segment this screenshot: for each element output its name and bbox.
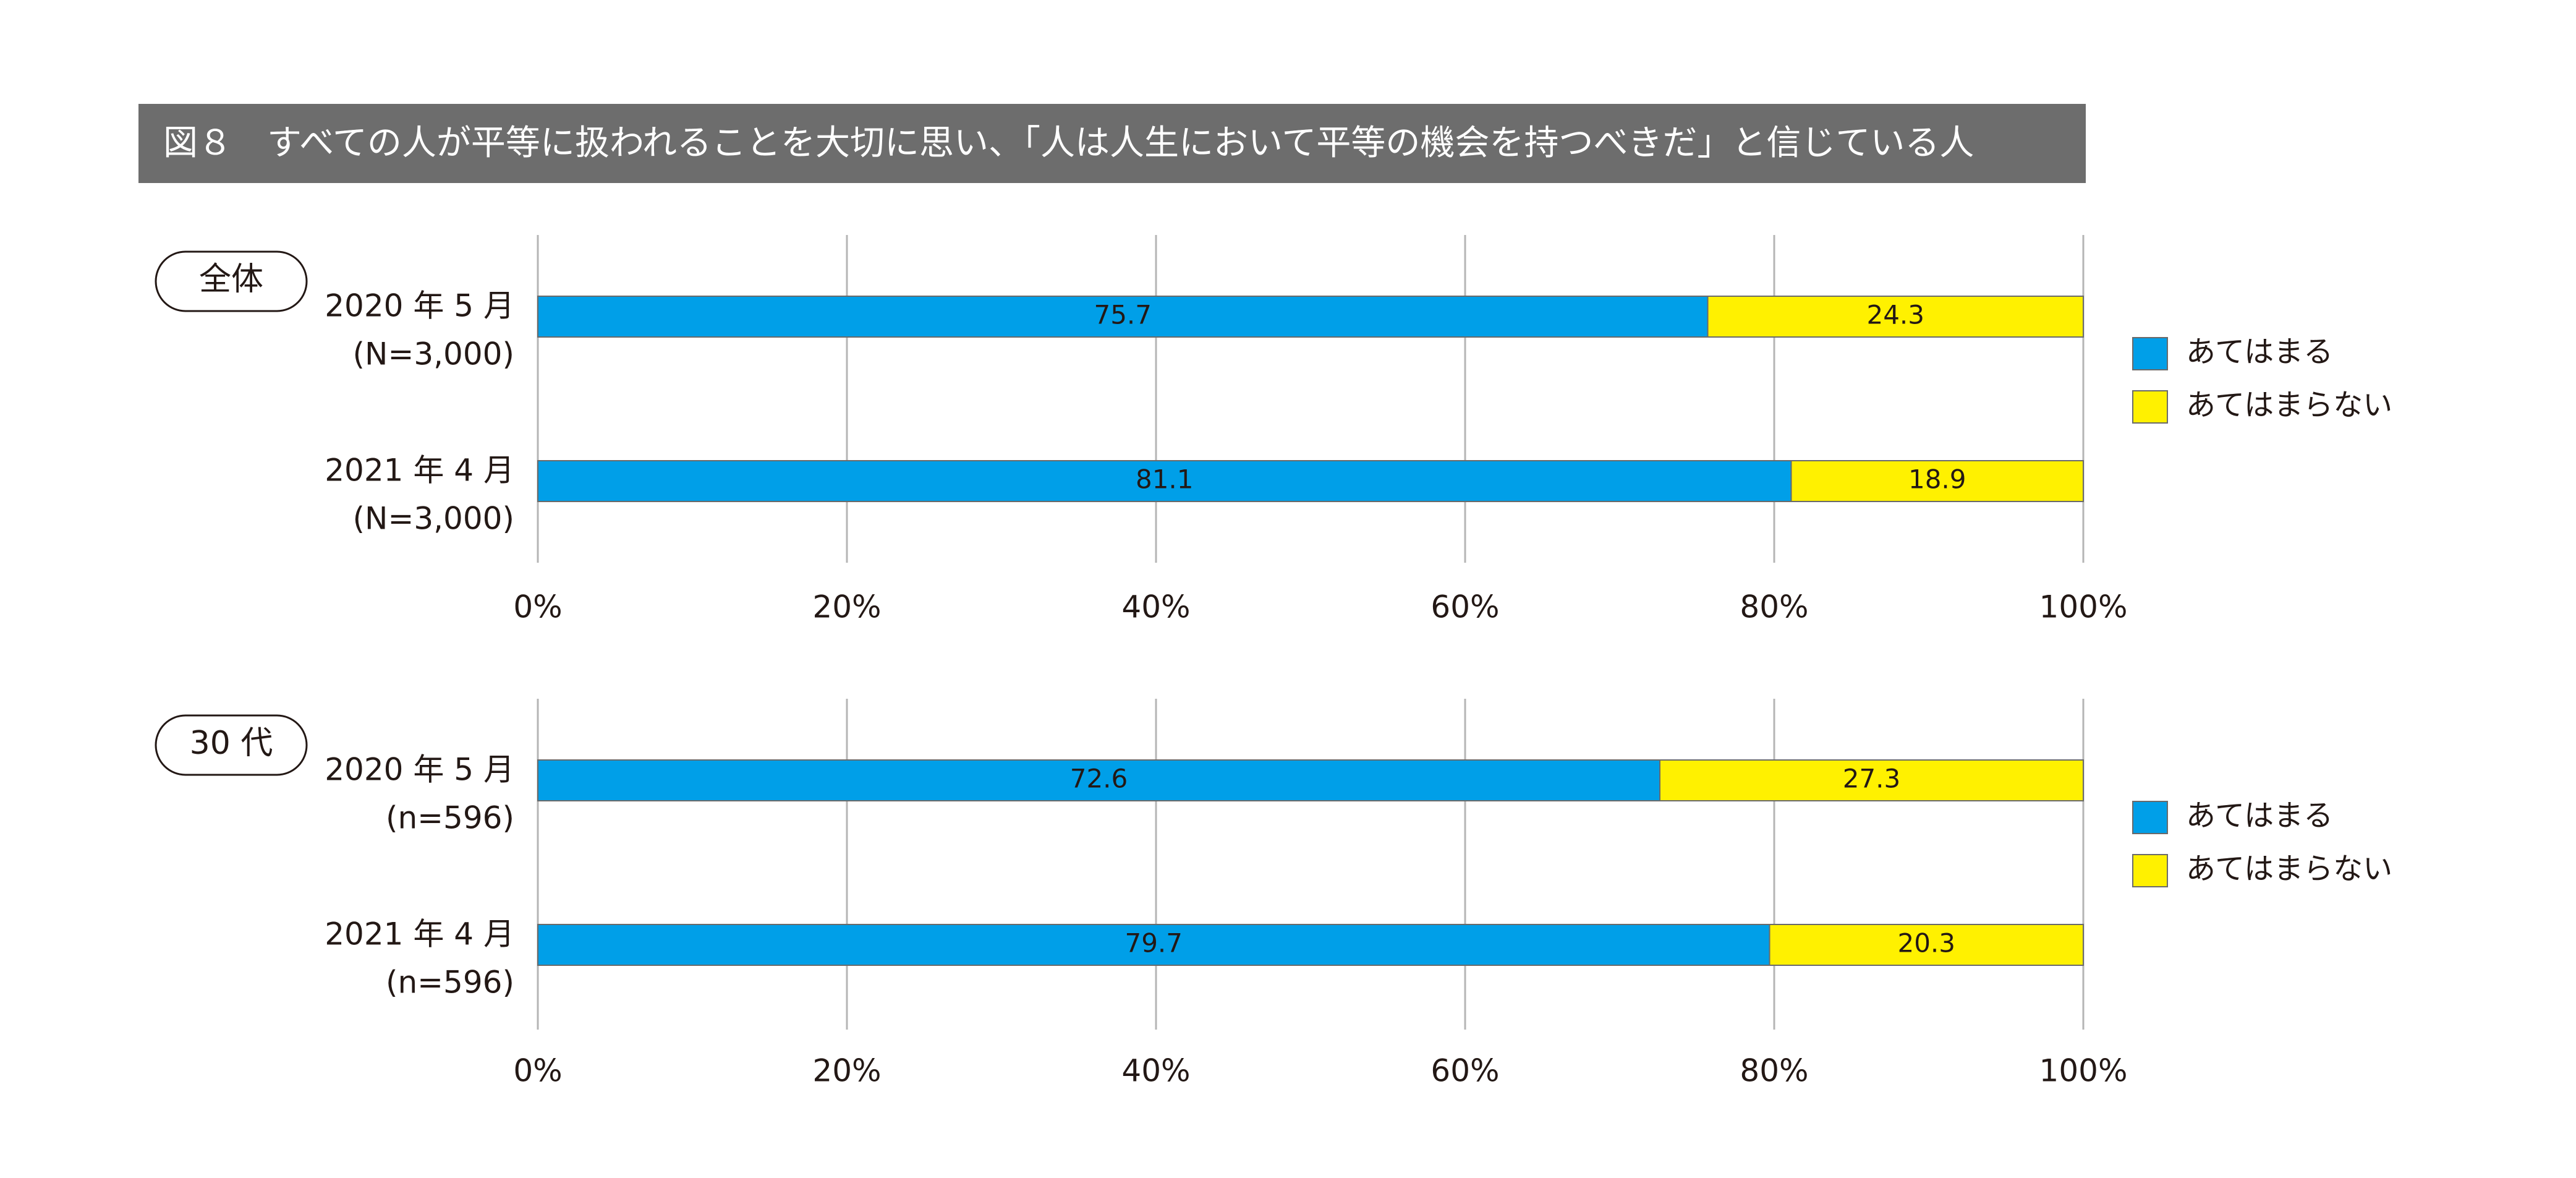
legend-swatch [2132, 390, 2168, 424]
category-label: 2020 年 5 月 [325, 752, 514, 788]
data-label: 27.3 [1843, 764, 1901, 794]
category-n-label: (N=3,000) [353, 336, 514, 372]
x-tick-label: 0% [513, 589, 562, 625]
data-label: 75.7 [1094, 300, 1152, 330]
legend-label: あてはまる [2186, 335, 2333, 369]
group-label: 30 代 [190, 725, 273, 762]
x-tick-label: 60% [1430, 589, 1499, 625]
bar-segment [1790, 460, 2084, 502]
group-label-pill [155, 250, 308, 312]
x-tick-label: 80% [1740, 1053, 1808, 1089]
data-label: 79.7 [1124, 928, 1183, 958]
bar-segment [537, 924, 1770, 966]
bar-segment [537, 296, 1709, 338]
bar-segment [537, 460, 1792, 502]
bar-segment [1659, 759, 2084, 801]
category-n-label: (N=3,000) [353, 501, 514, 537]
legend-swatch [2132, 801, 2168, 834]
legend-label: あてはまらない [2186, 851, 2392, 886]
x-tick-label: 60% [1430, 1053, 1499, 1089]
legend-label: あてはまらない [2186, 388, 2392, 422]
x-tick-label: 80% [1740, 589, 1808, 625]
bar-segment [1769, 924, 2084, 966]
data-label: 20.3 [1897, 928, 1955, 958]
category-label: 2020 年 5 月 [325, 288, 514, 324]
x-tick-label: 100% [2039, 589, 2128, 625]
data-label: 24.3 [1866, 300, 1924, 330]
x-tick-label: 40% [1121, 1053, 1190, 1089]
bar-segment [1707, 296, 2084, 338]
data-label: 72.6 [1070, 764, 1128, 794]
data-label: 81.1 [1136, 464, 1194, 495]
chart-title: 図８ すべての人が平等に扱われることを大切に思い、「人は人生において平等の機会を… [138, 104, 2086, 183]
group-label: 全体 [199, 261, 263, 298]
category-n-label: (n=596) [386, 800, 514, 836]
category-n-label: (n=596) [386, 965, 514, 1001]
legend-swatch [2132, 337, 2168, 370]
data-label: 18.9 [1908, 464, 1966, 495]
legend-swatch [2132, 854, 2168, 887]
x-tick-label: 40% [1121, 589, 1190, 625]
x-tick-label: 20% [812, 1053, 881, 1089]
group-label-pill [155, 714, 308, 776]
x-tick-label: 0% [513, 1053, 562, 1089]
category-label: 2021 年 4 月 [325, 916, 514, 952]
x-tick-label: 100% [2039, 1053, 2128, 1089]
x-tick-label: 20% [812, 589, 881, 625]
category-label: 2021 年 4 月 [325, 453, 514, 489]
legend-label: あてはまる [2186, 798, 2333, 833]
